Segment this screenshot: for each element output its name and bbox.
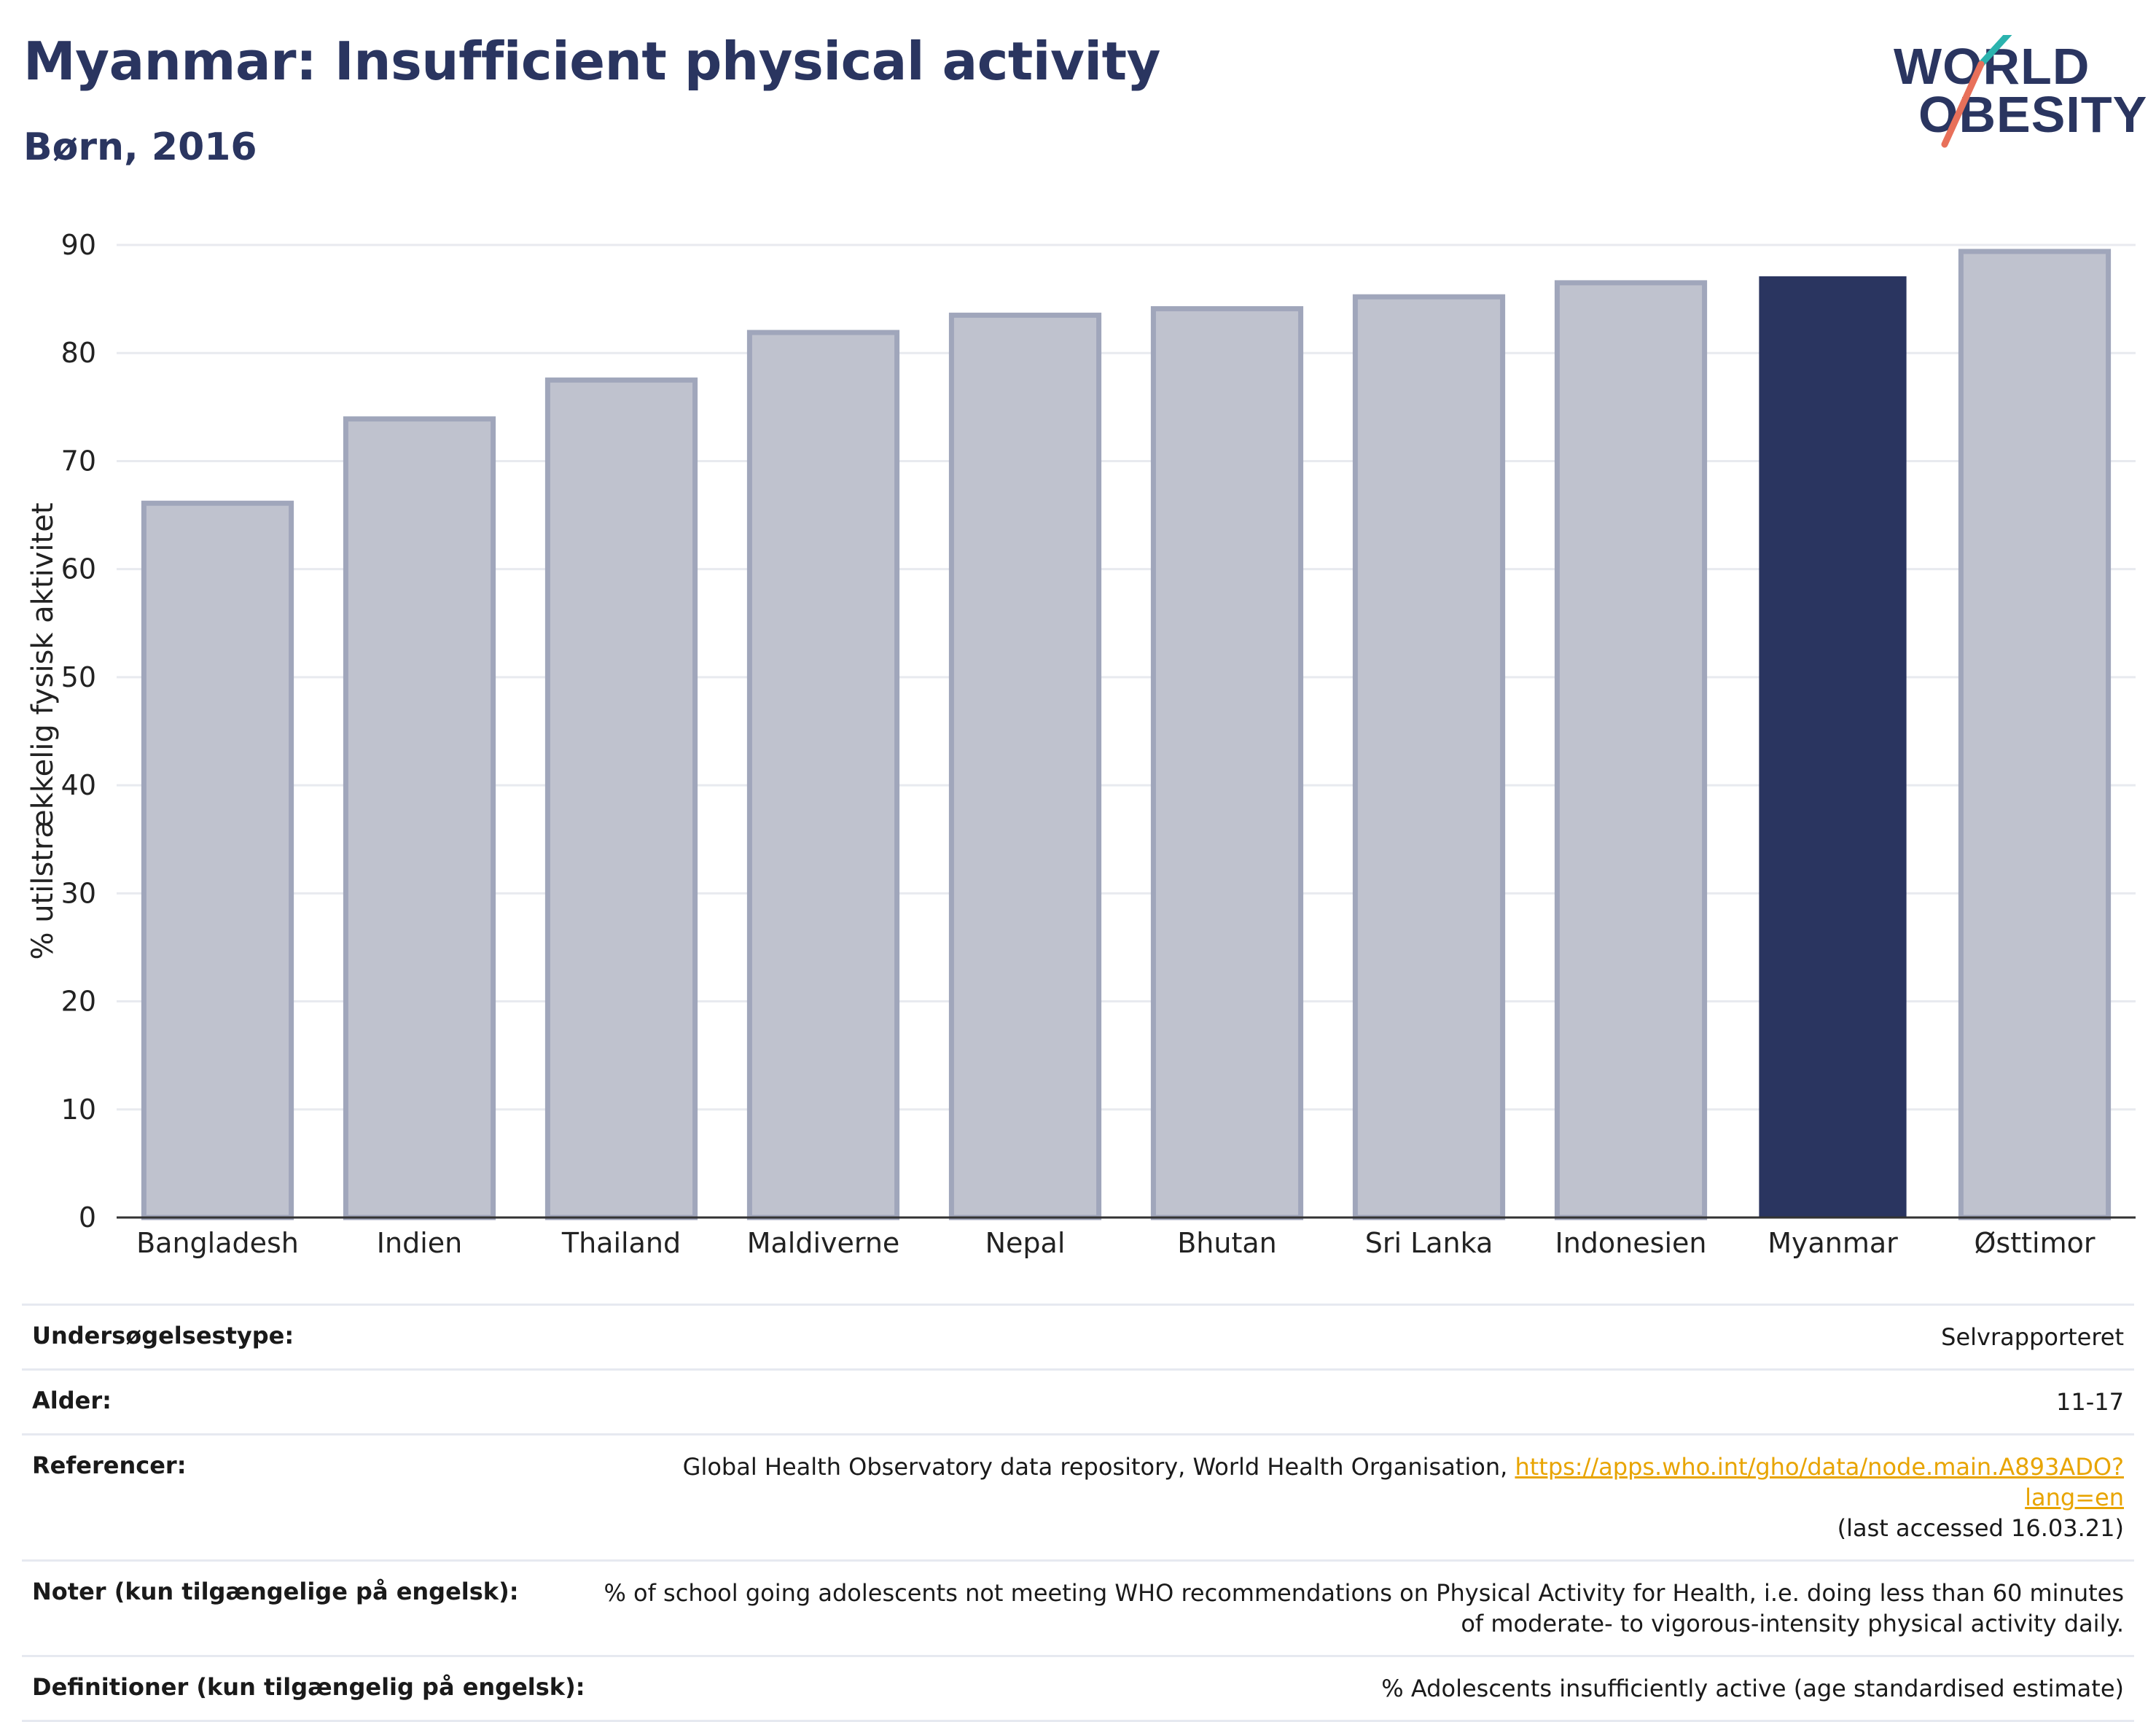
bar [1352,294,1506,1220]
x-tick-label: Myanmar [1768,1227,1898,1259]
bar [544,377,698,1220]
info-value: % Adolescents insufficiently active (age… [1381,1675,2124,1702]
x-tick-label: Maldiverne [747,1227,900,1259]
bar [1554,280,1708,1220]
bar [746,330,900,1220]
x-tick-label: Indonesien [1555,1227,1707,1259]
info-value: 11-17 [2056,1388,2124,1416]
y-tick-label: 40 [61,769,96,801]
bar-chart: 0 10 20 30 40 50 60 70 80 90 Bangladesh Indien Thail… [26,229,2136,1259]
y-tick-label: 90 [61,229,96,261]
y-tick-label: 80 [61,337,96,369]
info-row-survey-type: Undersøgelsestype: Selvrapporteret [22,1304,2134,1368]
y-axis-label: % utilstrækkelig fysisk aktivitet [26,502,60,959]
x-tick-label: Indien [377,1227,462,1259]
y-tick-label: 20 [61,986,96,1018]
info-key: Referencer: [32,1452,187,1479]
info-row-references: Referencer: Global Health Observatory da… [22,1433,2134,1559]
y-tick-label: 30 [61,877,96,909]
x-tick-label: Bangladesh [136,1227,299,1259]
info-value: % of school going adolescents not meetin… [604,1579,2124,1637]
x-tick-label: Sri Lanka [1365,1227,1493,1259]
world-obesity-logo: WORLD OBESITY [1894,35,2147,159]
page-subtitle: Børn, 2016 [23,125,257,169]
info-value: Selvrapporteret [1941,1323,2124,1351]
y-tick-label: 50 [61,661,96,693]
y-tick-label: 60 [61,553,96,585]
y-tick-label: 70 [61,445,96,477]
bar [141,500,294,1220]
info-key: Undersøgelsestype: [32,1322,294,1349]
info-table: Undersøgelsestype: Selvrapporteret Alder… [22,1304,2134,1722]
info-row-age: Alder: 11-17 [22,1368,2134,1433]
x-tick-label: Nepal [985,1227,1066,1259]
bar [1759,276,1907,1218]
page-title: Myanmar: Insufficient physical activity [23,31,1160,92]
reference-accessed: (last accessed 16.03.21) [1837,1514,2124,1542]
x-tick-label: Bhutan [1177,1227,1277,1259]
bar [343,416,496,1220]
reference-link[interactable]: https://apps.who.int/gho/data/node.main.… [1515,1453,2124,1511]
info-key: Definitioner (kun tilgængelig på engelsk… [32,1673,585,1701]
bar [1958,249,2112,1220]
info-key: Noter (kun tilgængelige på engelsk): [32,1578,519,1605]
reference-text: Global Health Observatory data repositor… [682,1453,1515,1481]
x-tick-label: Østtimor [1975,1227,2096,1259]
bar [948,312,1102,1220]
info-row-notes: Noter (kun tilgængelige på engelsk): % o… [22,1559,2134,1655]
info-row-definitions: Definitioner (kun tilgængelig på engelsk… [22,1655,2134,1722]
info-key: Alder: [32,1387,112,1414]
info-value: Global Health Observatory data repositor… [593,1452,2124,1543]
y-tick-label: 10 [61,1094,96,1126]
y-tick-label: 0 [79,1201,96,1234]
bar [1150,305,1304,1220]
x-tick-label: Thailand [561,1227,681,1259]
logo-slash-icon [1941,35,2012,148]
